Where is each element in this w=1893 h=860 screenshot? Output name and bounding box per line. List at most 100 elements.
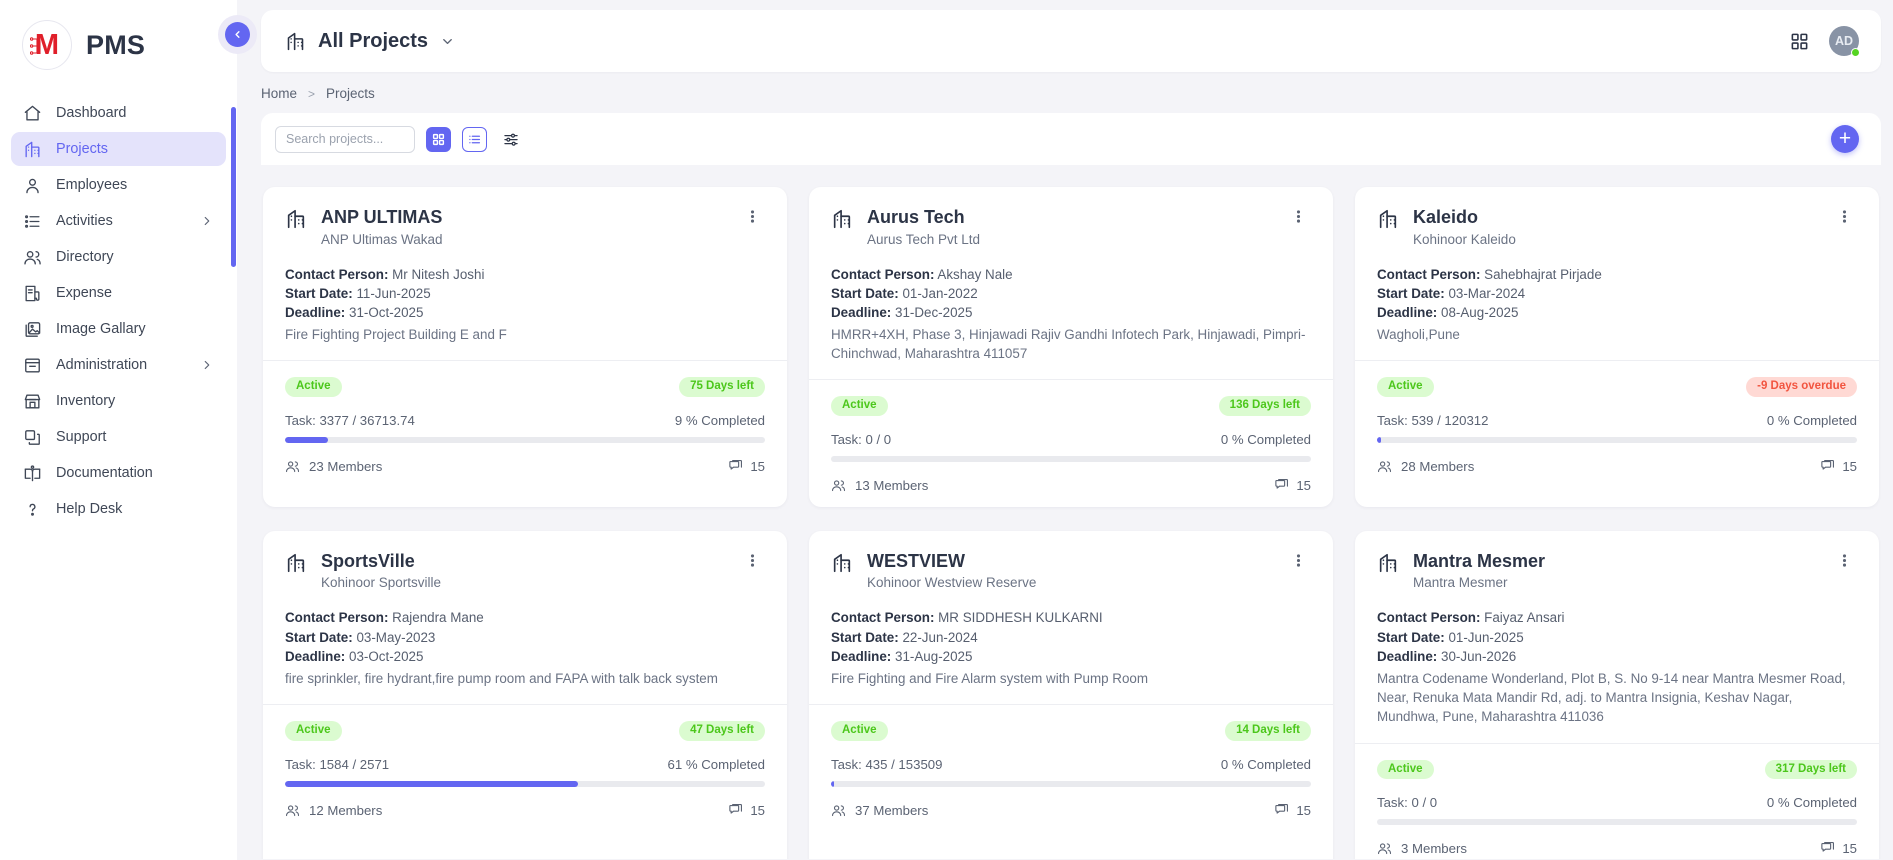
grid-view-button[interactable] [426,126,451,152]
sidebar-item-support[interactable]: Support [11,420,226,454]
deadline-label: Deadline: [285,304,346,320]
project-subtitle: Aurus Tech Pvt Ltd [867,231,981,247]
progress-bar [1377,819,1857,826]
project-card-footer: Active -9 Days overdue Task: 539 / 120312 0… [1355,360,1879,488]
task-row: Task: 0 / 0 0 % Completed [1377,795,1857,810]
contact-person-row: Contact Person: MR SIDDHESH KULKARNI [831,608,1311,627]
project-card-menu-button[interactable] [740,550,765,576]
sidebar-item-label: Help Desk [56,501,123,517]
project-card[interactable]: Mantra Mesmer Mantra Mesmer Contact Person… [1355,530,1879,859]
comments-stat[interactable]: 15 [1820,841,1857,856]
deadline-label: Deadline: [831,648,892,664]
project-card[interactable]: Kaleido Kohinoor Kaleido Contact Person: S… [1355,187,1879,507]
chevron-right-icon [204,360,210,370]
project-card-menu-button[interactable] [740,206,765,232]
contact-person-row: Contact Person: Rajendra Mane [285,608,765,627]
comment-icon [1821,842,1835,852]
members-count: 23 Members [309,458,383,474]
contact-person-label: Contact Person: [1377,266,1481,282]
brand[interactable]: M PMS [0,0,237,90]
sidebar-item-image-gallary[interactable]: Image Gallary [11,312,226,346]
question-icon [29,503,36,516]
comments-stat[interactable]: 15 [728,803,765,818]
sidebar-item-employees[interactable]: Employees [11,168,226,202]
sidebar-item-administration[interactable]: Administration [11,348,226,382]
sidebar-item-directory[interactable]: Directory [11,240,226,274]
footer-stats: 12 Members 15 [285,803,765,818]
list-view-button[interactable] [462,126,487,152]
comments-count: 15 [1296,802,1311,818]
contact-person-value: Rajendra Mane [392,610,484,626]
projects-scroll-area[interactable]: ANP ULTIMAS ANP Ultimas Wakad Contact Pers… [261,165,1881,859]
start-date-row: Start Date: 03-Mar-2024 [1377,284,1857,303]
status-badge: Active [285,721,342,741]
comment-icon [729,459,743,470]
project-description: HMRR+4XH, Phase 3, Hinjawadi Rajiv Gandh… [831,326,1306,362]
project-card-body: ANP ULTIMAS ANP Ultimas Wakad Contact Pers… [263,187,787,360]
add-project-button[interactable]: + [1831,125,1859,153]
comments-stat[interactable]: 15 [728,459,765,474]
sidebar-item-help-desk[interactable]: Help Desk [11,492,226,526]
sidebar-item-label: Projects [56,141,108,157]
sidebar-scroll-indicator[interactable] [231,107,236,267]
project-selector[interactable]: All Projects [285,30,455,53]
page-title: All Projects [318,29,429,52]
more-vertical-icon [1842,210,1847,223]
grid-apps-icon[interactable] [1790,32,1809,51]
task-count: Task: 3377 / 36713.74 [285,412,415,428]
user-icon [26,178,39,193]
search-input[interactable] [275,125,415,153]
chevron-down-icon[interactable] [440,34,455,49]
start-date-label: Start Date: [831,629,899,645]
project-card-menu-button[interactable] [1832,550,1857,576]
sidebar-collapse-button[interactable] [225,22,250,47]
contact-person-row: Contact Person: Faiyaz Ansari [1377,608,1857,627]
completed-percent: 0 % Completed [1766,412,1857,428]
deadline-value: 31-Aug-2025 [895,648,973,664]
sidebar-item-projects[interactable]: Projects [11,132,226,166]
project-meta: Contact Person: MR SIDDHESH KULKARNI Star… [831,608,1311,688]
deadline-label: Deadline: [831,304,892,320]
comments-stat[interactable]: 15 [1274,803,1311,818]
members-stat: 37 Members [831,803,928,818]
task-count: Task: 539 / 120312 [1377,412,1489,428]
sidebar-item-inventory[interactable]: Inventory [11,384,226,418]
more-vertical-icon [750,554,755,567]
project-card[interactable]: WESTVIEW Kohinoor Westview Reserve Contact… [809,530,1333,859]
sidebar-item-documentation[interactable]: Documentation [11,456,226,490]
completed-percent: 0 % Completed [1766,795,1857,811]
breadcrumb: Home > Projects [261,86,1893,101]
status-badge: Active [1377,377,1434,397]
archive-icon [25,357,40,373]
project-meta: Contact Person: Akshay Nale Start Date: 0… [831,265,1311,364]
project-title: Kaleido [1413,207,1479,227]
breadcrumb-home[interactable]: Home [261,86,298,101]
project-card[interactable]: ANP ULTIMAS ANP Ultimas Wakad Contact Pers… [263,187,787,507]
building-icon [833,209,851,229]
project-title: SportsVille [321,550,415,571]
sidebar-item-expense[interactable]: Expense [11,276,226,310]
sidebar-item-dashboard[interactable]: Dashboard [11,96,226,130]
filter-button[interactable] [499,127,523,151]
project-card-menu-button[interactable] [1832,206,1857,232]
project-card-menu-button[interactable] [1286,550,1311,576]
project-description: Fire Fighting and Fire Alarm system with… [831,670,1149,686]
contact-person-value: MR SIDDHESH KULKARNI [938,610,1103,626]
project-card[interactable]: Aurus Tech Aurus Tech Pvt Ltd Contact Pers… [809,187,1333,507]
project-card-menu-button[interactable] [1286,206,1311,232]
contact-person-label: Contact Person: [1377,610,1481,626]
more-vertical-icon [1842,554,1847,567]
start-date-label: Start Date: [1377,285,1445,301]
comment-icon [1821,459,1835,470]
topbar-actions: AD [1790,26,1860,57]
comments-stat[interactable]: 15 [1274,478,1311,493]
status-row: Active 136 Days left [831,396,1311,416]
project-description: Mantra Codename Wonderland, Plot B, S. N… [1377,670,1846,725]
avatar[interactable]: AD [1829,26,1860,57]
sidebar-item-activities[interactable]: Activities [11,204,226,238]
status-badge: Active [1377,759,1434,780]
project-card-body: Aurus Tech Aurus Tech Pvt Ltd Contact Pers… [809,187,1333,379]
comments-stat[interactable]: 15 [1820,459,1857,474]
project-card[interactable]: SportsVille Kohinoor Sportsville Contact P… [263,530,787,859]
